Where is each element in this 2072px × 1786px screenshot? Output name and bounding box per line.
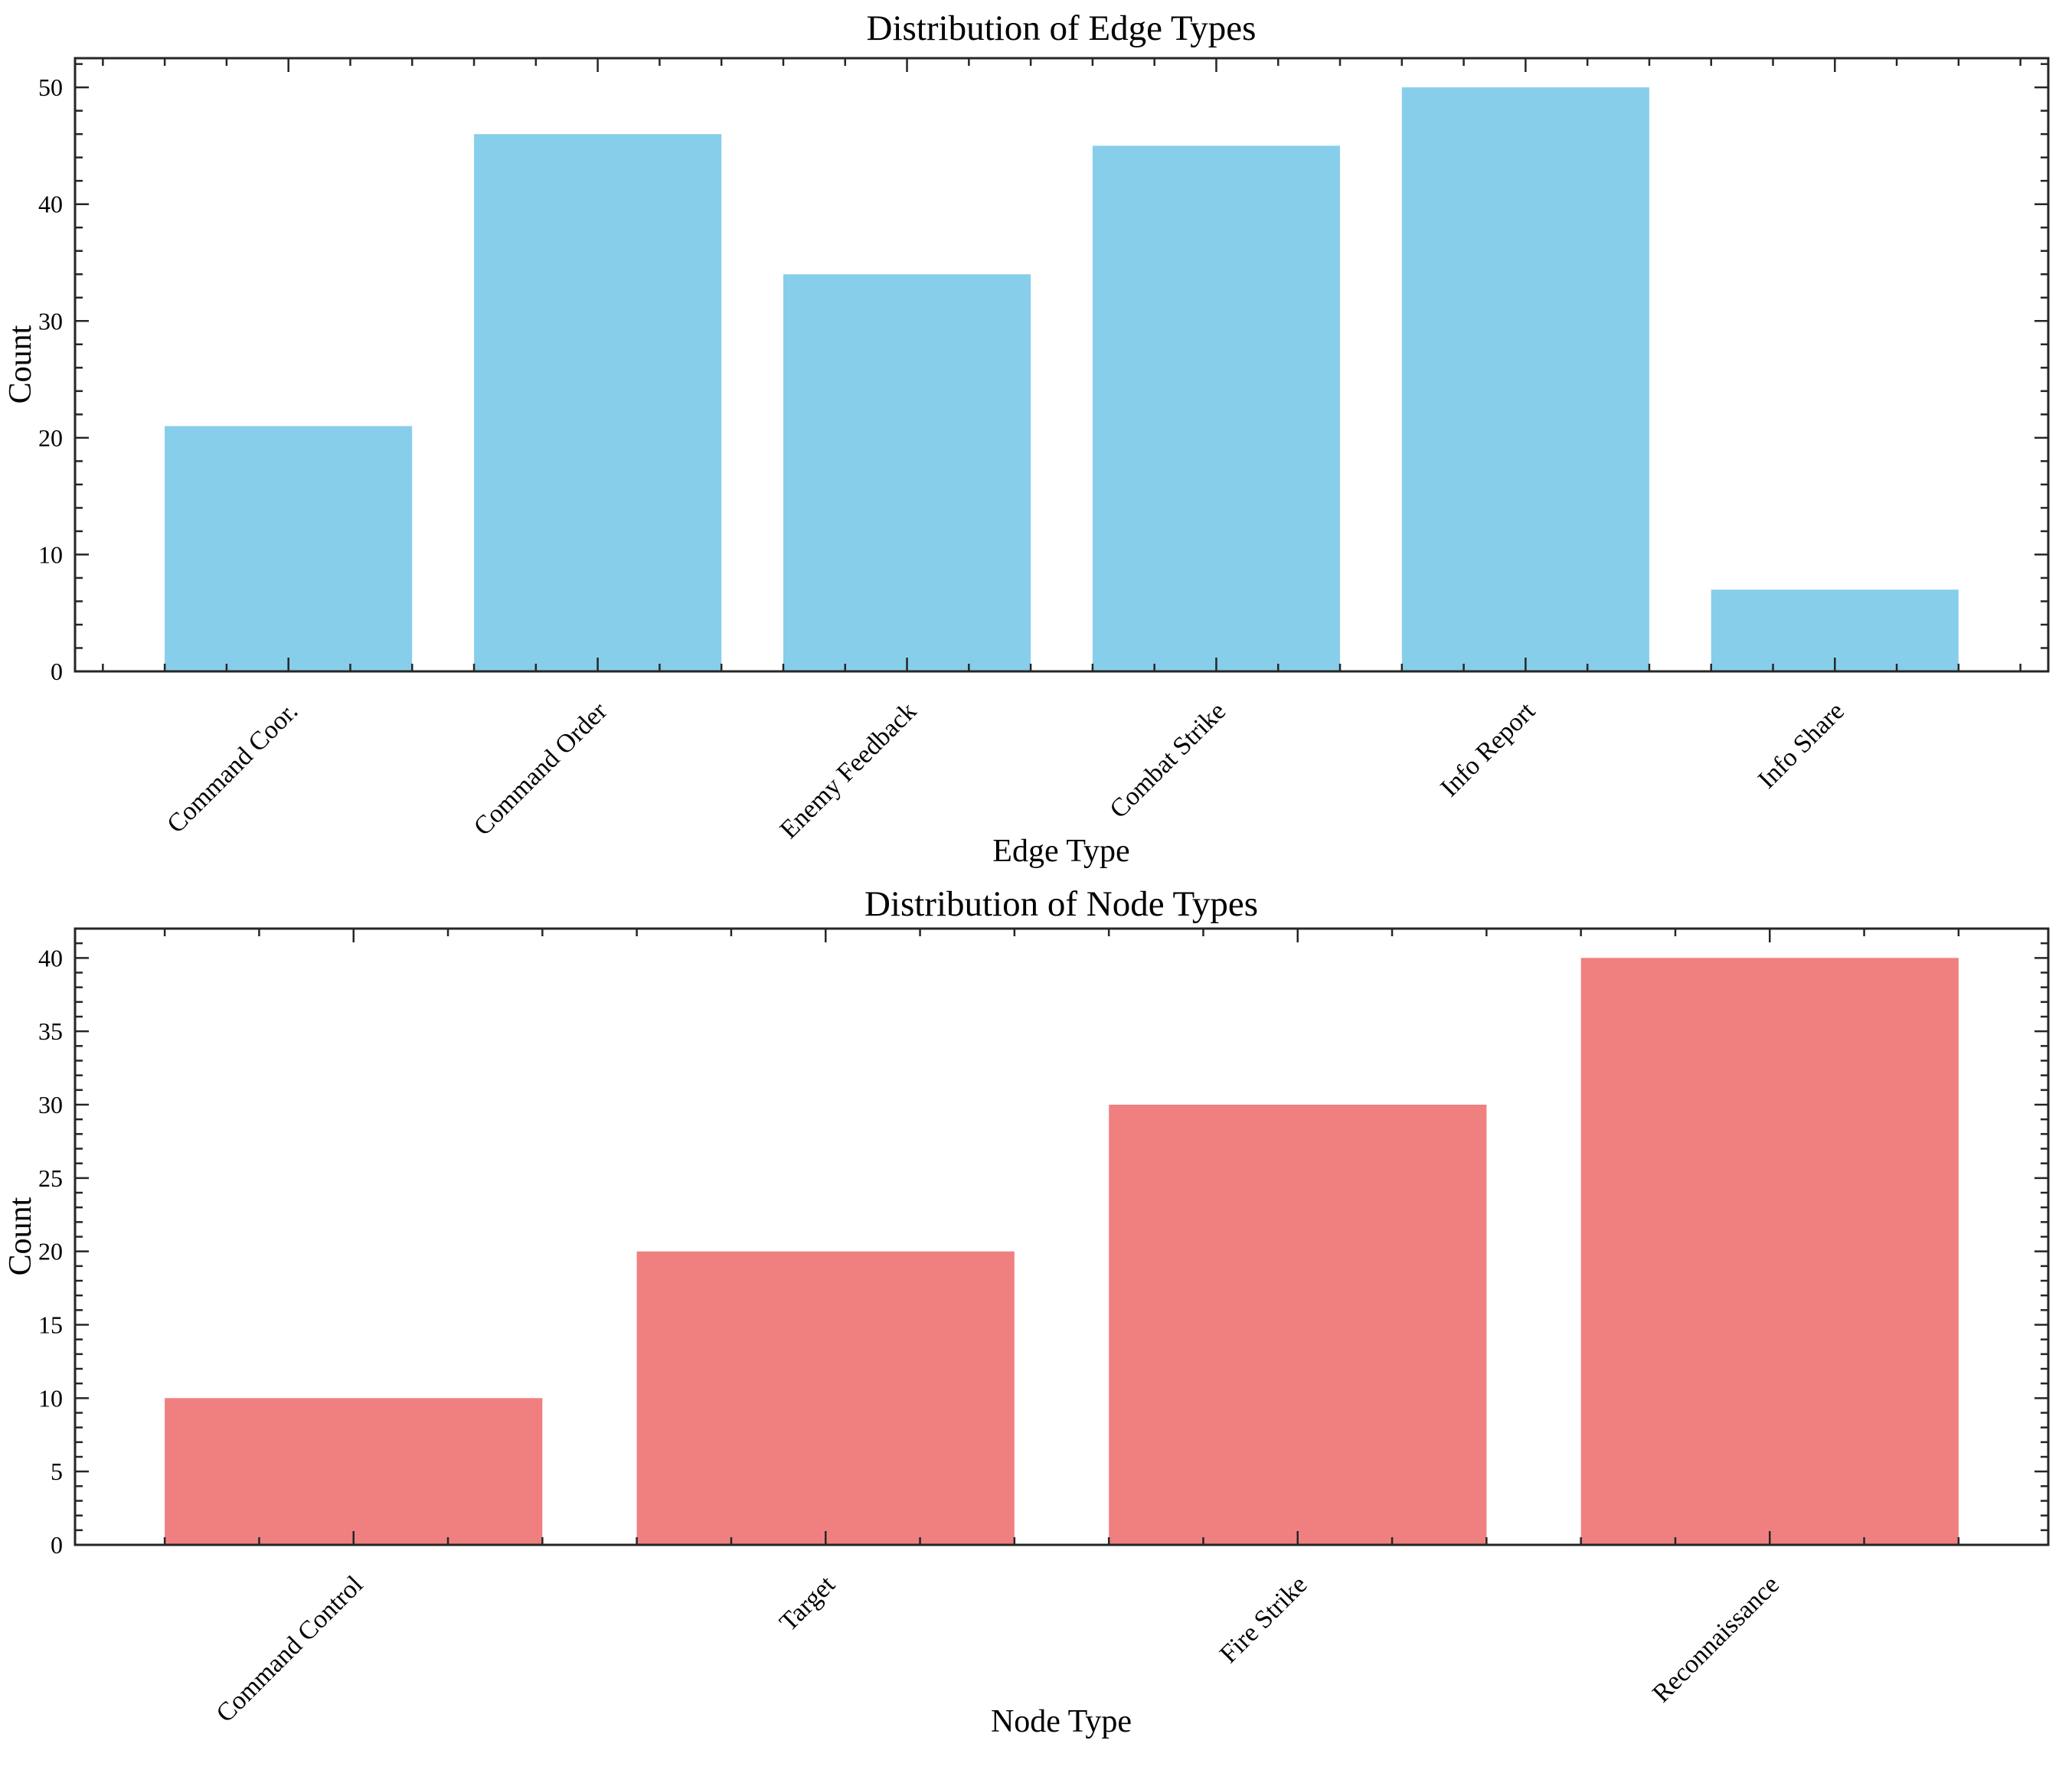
y-tick-label: 20 <box>38 424 63 452</box>
axes-spines <box>74 57 2050 673</box>
chart-title: Distribution of Edge Types <box>867 8 1257 48</box>
bar-command-coor <box>165 426 413 671</box>
y-tick-label: 25 <box>38 1164 63 1192</box>
tick-marks: 0 5 10 15 20 25 30 35 40 <box>38 927 2048 1559</box>
bar-reconnaissance <box>1580 958 1959 1545</box>
bar-command-control <box>165 1398 543 1545</box>
bar-enemy-feedback <box>783 274 1031 671</box>
y-tick-label: 10 <box>38 1384 63 1412</box>
y-tick-label: 40 <box>38 191 63 218</box>
y-tick-label: 0 <box>51 658 63 685</box>
y-tick-label: 30 <box>38 307 63 335</box>
bar-fire-strike <box>1109 1105 1487 1545</box>
bar-info-report <box>1401 87 1649 672</box>
y-tick-label: 40 <box>38 944 63 971</box>
y-tick-label: 10 <box>38 540 63 568</box>
y-tick-label: 20 <box>38 1238 63 1265</box>
y-tick-label: 35 <box>38 1017 63 1045</box>
y-axis-label: Count <box>3 1197 38 1275</box>
y-tick-label: 5 <box>51 1458 63 1485</box>
tick-marks: 0 10 20 30 40 50 <box>38 58 2048 685</box>
y-tick-label: 0 <box>51 1531 63 1559</box>
chart-title: Distribution of Node Types <box>864 884 1258 924</box>
x-axis-label: Node Type <box>991 1704 1132 1739</box>
bar-combat-strike <box>1092 145 1340 671</box>
y-tick-label: 30 <box>38 1091 63 1118</box>
y-axis-label: Count <box>3 325 38 403</box>
y-tick-label: 50 <box>38 73 63 101</box>
bar-command-order <box>474 134 722 671</box>
x-axis-label: Edge Type <box>992 834 1129 869</box>
y-tick-label: 15 <box>38 1311 63 1339</box>
bar-target <box>636 1251 1015 1545</box>
